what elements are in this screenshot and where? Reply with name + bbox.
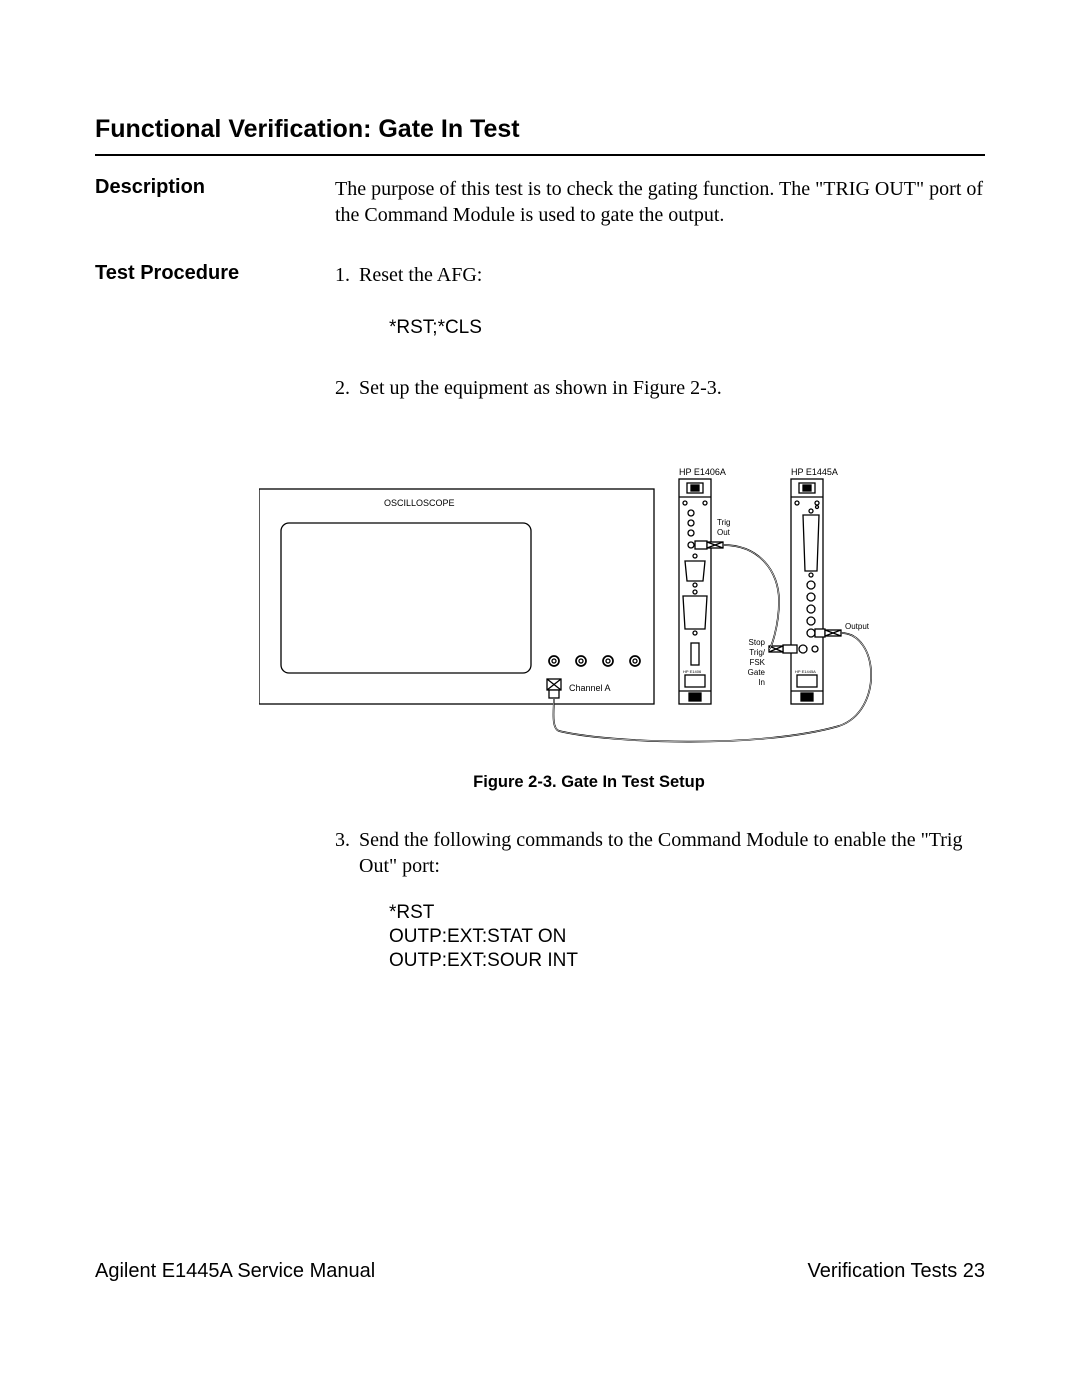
trig-label-1: Trig (717, 518, 730, 527)
step-text: Reset the AFG: (359, 264, 482, 286)
procedure-step-2: 2. Set up the equipment as shown in Figu… (335, 375, 985, 793)
hp-e1406a-label: HP E1406A (679, 467, 726, 477)
gate-label: Gate (748, 668, 766, 677)
procedure-step-1: 1. Reset the AFG: *RST;*CLS (335, 262, 985, 341)
code-line: OUTP:EXT:STAT ON (389, 926, 566, 947)
procedure-list: 1. Reset the AFG: *RST;*CLS 2. Set up th… (335, 262, 985, 972)
code-line: OUTP:EXT:SOUR INT (389, 950, 578, 971)
procedure-step-3: 3. Send the following commands to the Co… (335, 827, 985, 972)
step-number: 3. (335, 827, 350, 853)
step-text: Set up the equipment as shown in Figure … (359, 377, 722, 399)
figure-wrapper: OSCILLOSCOPE (259, 451, 919, 793)
gate-in-port (769, 645, 807, 653)
description-section: Description The purpose of this test is … (95, 176, 985, 232)
page-content: Functional Verification: Gate In Test De… (95, 115, 985, 1006)
trig-label-2: Out (717, 528, 731, 537)
page-title: Functional Verification: Gate In Test (95, 115, 985, 144)
output-label: Output (845, 622, 870, 631)
step-number: 1. (335, 262, 350, 288)
title-rule (95, 154, 985, 156)
step-number: 2. (335, 375, 350, 401)
fsk-label: FSK (749, 658, 765, 667)
procedure-body: 1. Reset the AFG: *RST;*CLS 2. Set up th… (335, 262, 985, 1006)
step-text: Send the following commands to the Comma… (359, 829, 962, 877)
channel-a-connector (547, 679, 561, 698)
procedure-heading: Test Procedure (95, 262, 335, 285)
footer-left: Agilent E1445A Service Manual (95, 1260, 375, 1283)
trig-slash-label: Trig/ (749, 648, 765, 657)
trig-out-port (688, 541, 723, 549)
svg-text:HP E1406: HP E1406 (683, 669, 702, 674)
procedure-section: Test Procedure 1. Reset the AFG: *RST;*C… (95, 262, 985, 1006)
description-text: The purpose of this test is to check the… (335, 176, 985, 228)
oscilloscope-label: OSCILLOSCOPE (384, 498, 455, 508)
step-code: *RST;*CLS (359, 316, 985, 341)
description-heading: Description (95, 176, 335, 199)
code-line: *RST (389, 902, 434, 923)
description-body: The purpose of this test is to check the… (335, 176, 985, 232)
stop-label: Stop (749, 638, 766, 647)
figure-caption: Figure 2-3. Gate In Test Setup (259, 772, 919, 793)
output-port (807, 629, 841, 637)
svg-text:HP E1445A: HP E1445A (795, 669, 816, 674)
hp-e1445a-label: HP E1445A (791, 467, 838, 477)
page-footer: Agilent E1445A Service Manual Verificati… (95, 1260, 985, 1283)
in-label: In (758, 678, 765, 687)
step-code-block: *RST OUTP:EXT:STAT ON OUTP:EXT:SOUR INT (359, 901, 985, 972)
figure-diagram: OSCILLOSCOPE (259, 451, 919, 751)
footer-right: Verification Tests 23 (807, 1260, 985, 1283)
channel-a-label: Channel A (569, 683, 611, 693)
